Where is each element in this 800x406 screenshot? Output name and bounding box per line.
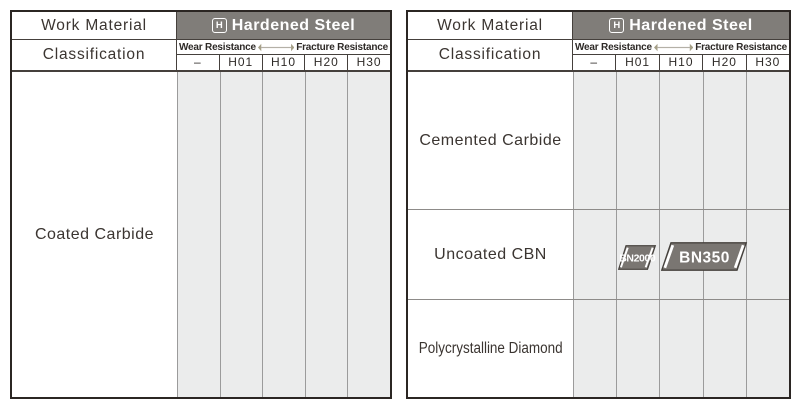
fracture-resistance-label: Fracture Resistance bbox=[695, 41, 787, 53]
grade-cells: BN2000 BN350 bbox=[573, 210, 790, 299]
resistance-scale-band: Wear Resistance Fracture Resistance bbox=[573, 40, 789, 54]
grade-cell bbox=[702, 300, 746, 397]
classification-label: Classification bbox=[12, 40, 177, 70]
row-label: Coated Carbide bbox=[12, 72, 177, 397]
grade-cells bbox=[177, 72, 390, 397]
column-header-h01: H01 bbox=[615, 55, 658, 70]
grade-cell bbox=[347, 72, 390, 397]
work-material-value: Hardened Steel bbox=[231, 16, 356, 34]
work-material-label: Work Material bbox=[12, 12, 177, 39]
table-row-polycrystalline-diamond: Polycrystalline Diamond bbox=[408, 300, 790, 397]
double-arrow-icon bbox=[653, 43, 694, 52]
grade-cell bbox=[702, 72, 746, 209]
double-arrow-icon bbox=[257, 43, 295, 52]
grade-cell bbox=[177, 72, 220, 397]
grade-cell bbox=[745, 210, 790, 299]
grade-cell bbox=[745, 300, 790, 397]
grade-marker-bn350: BN350 bbox=[660, 242, 748, 271]
table-row-cemented-carbide: Cemented Carbide bbox=[408, 72, 790, 210]
grade-cell bbox=[262, 72, 305, 397]
work-material-row: Work Material H Hardened Steel bbox=[12, 12, 390, 40]
grade-cell bbox=[616, 300, 660, 397]
table-row-uncoated-cbn: Uncoated CBN BN2000 bbox=[408, 210, 790, 300]
fracture-resistance-label: Fracture Resistance bbox=[296, 41, 388, 53]
wear-resistance-label: Wear Resistance bbox=[575, 41, 652, 53]
column-headers: – H01 H10 H20 H30 bbox=[177, 54, 390, 70]
wear-resistance-label: Wear Resistance bbox=[179, 41, 256, 53]
grade-map-table-coated-carbide: Work Material H Hardened Steel Classific… bbox=[10, 10, 392, 399]
column-header-h10: H10 bbox=[261, 55, 305, 70]
grade-cell bbox=[659, 72, 703, 209]
grade-cell bbox=[659, 300, 703, 397]
column-header-dash: – bbox=[194, 55, 202, 69]
classification-label: Classification bbox=[408, 40, 573, 70]
column-header-h20: H20 bbox=[304, 55, 347, 70]
classification-row: Classification Wear Resistance Fracture … bbox=[12, 40, 390, 72]
material-class-h-icon: H bbox=[609, 18, 625, 33]
grade-cells bbox=[573, 300, 790, 397]
column-header-h30: H30 bbox=[347, 55, 390, 70]
work-material-row: Work Material H Hardened Steel bbox=[408, 12, 789, 40]
grade-cells bbox=[573, 72, 790, 209]
classification-scale: Wear Resistance Fracture Resistance – H0… bbox=[177, 40, 390, 70]
column-header-h20: H20 bbox=[702, 55, 745, 70]
work-material-label: Work Material bbox=[408, 12, 573, 39]
material-class-h-icon: H bbox=[211, 18, 227, 33]
row-label: Uncoated CBN bbox=[408, 210, 573, 299]
classification-row: Classification Wear Resistance Fracture … bbox=[408, 40, 789, 72]
grade-cell bbox=[573, 72, 617, 209]
work-material-band: H Hardened Steel bbox=[573, 12, 789, 39]
grade-marker-label: BN350 bbox=[679, 249, 730, 266]
grade-cell bbox=[304, 72, 348, 397]
grade-cell bbox=[745, 72, 790, 209]
grade-cell bbox=[573, 300, 617, 397]
grade-map-table-cbn-pcd: Work Material H Hardened Steel Classific… bbox=[406, 10, 791, 399]
column-headers: – H01 H10 H20 H30 bbox=[573, 54, 789, 70]
column-header-h10: H10 bbox=[658, 55, 702, 70]
column-header-h30: H30 bbox=[745, 55, 789, 70]
column-header-h01: H01 bbox=[218, 55, 262, 70]
grade-marker-label: BN2000 bbox=[619, 253, 656, 265]
grade-cell bbox=[616, 72, 660, 209]
grade-marker-bn2000: BN2000 bbox=[617, 245, 656, 270]
work-material-band: H Hardened Steel bbox=[177, 12, 390, 39]
row-label-text: Polycrystalline Diamond bbox=[418, 339, 563, 357]
column-header-dash: – bbox=[590, 55, 599, 69]
work-material-value: Hardened Steel bbox=[629, 16, 753, 34]
resistance-scale-band: Wear Resistance Fracture Resistance bbox=[177, 40, 390, 54]
row-label: Polycrystalline Diamond bbox=[408, 300, 573, 397]
grade-cell bbox=[573, 210, 617, 299]
row-label: Cemented Carbide bbox=[408, 72, 573, 209]
classification-scale: Wear Resistance Fracture Resistance – H0… bbox=[573, 40, 789, 70]
table-row-coated-carbide: Coated Carbide bbox=[12, 72, 390, 397]
table-body: Cemented Carbide Uncoated CBN bbox=[408, 72, 790, 397]
table-body: Coated Carbide bbox=[12, 72, 390, 397]
grade-cell bbox=[219, 72, 263, 397]
